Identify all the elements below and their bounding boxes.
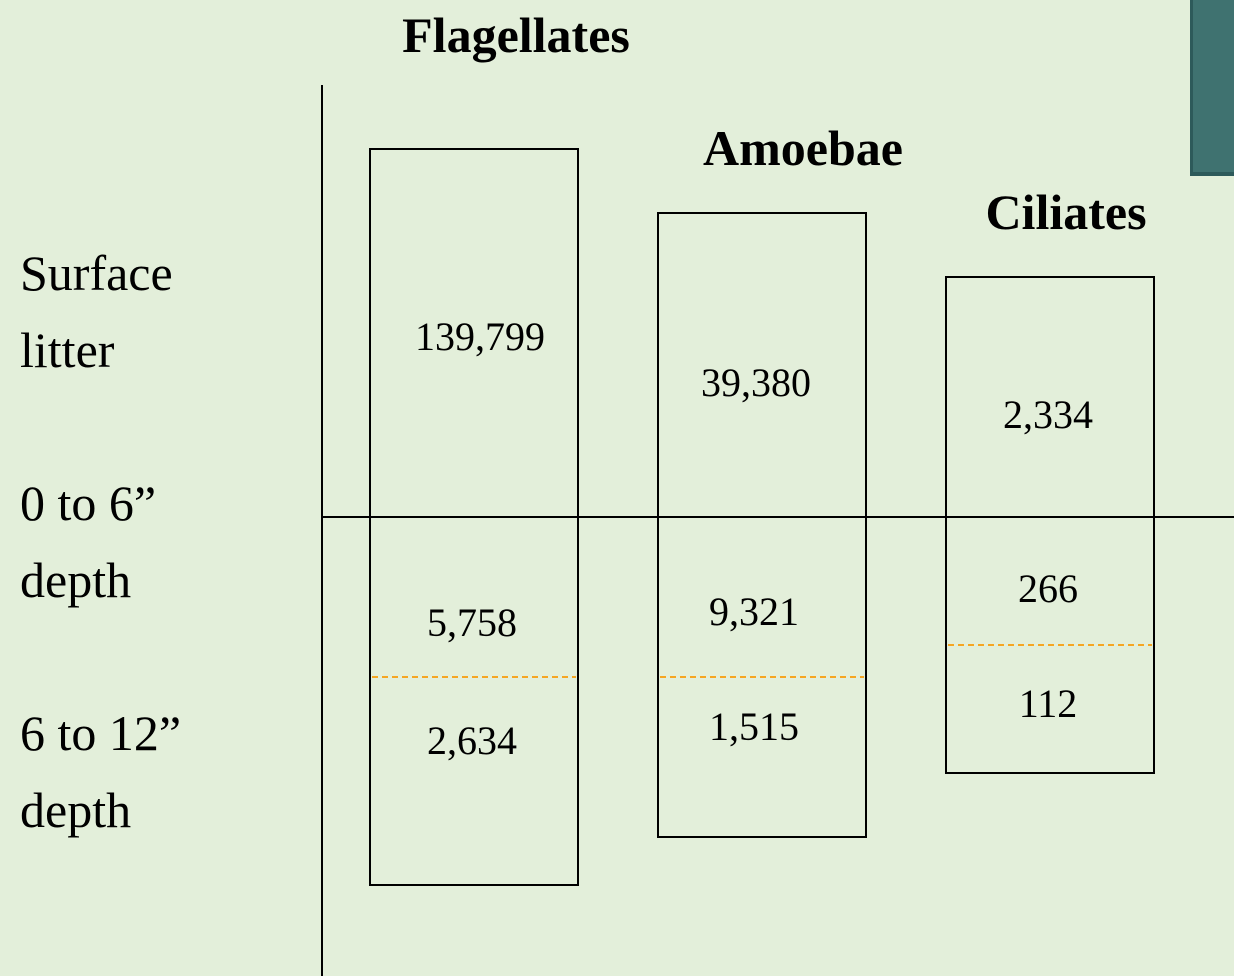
row-label: 0 to 6”	[20, 475, 156, 531]
count-value: 5,758	[427, 600, 517, 645]
column-title: Amoebae	[703, 120, 903, 176]
count-value: 266	[1018, 566, 1078, 611]
count-value: 2,634	[427, 718, 517, 763]
count-value: 9,321	[709, 589, 799, 634]
row-label: depth	[20, 552, 131, 608]
column-title: Ciliates	[985, 184, 1146, 240]
count-value: 112	[1019, 681, 1078, 726]
count-value: 139,799	[415, 314, 545, 359]
column-box	[945, 276, 1155, 774]
column-box	[369, 148, 579, 886]
count-value: 1,515	[709, 704, 799, 749]
count-value: 2,334	[1003, 392, 1093, 437]
row-label: Surface	[20, 245, 173, 301]
row-label: litter	[20, 322, 115, 378]
row-label: depth	[20, 782, 131, 838]
photo-inner	[1193, 0, 1234, 172]
column-title: Flagellates	[402, 7, 630, 63]
count-value: 39,380	[701, 360, 811, 405]
column-box	[657, 212, 867, 838]
row-label: 6 to 12”	[20, 705, 181, 761]
